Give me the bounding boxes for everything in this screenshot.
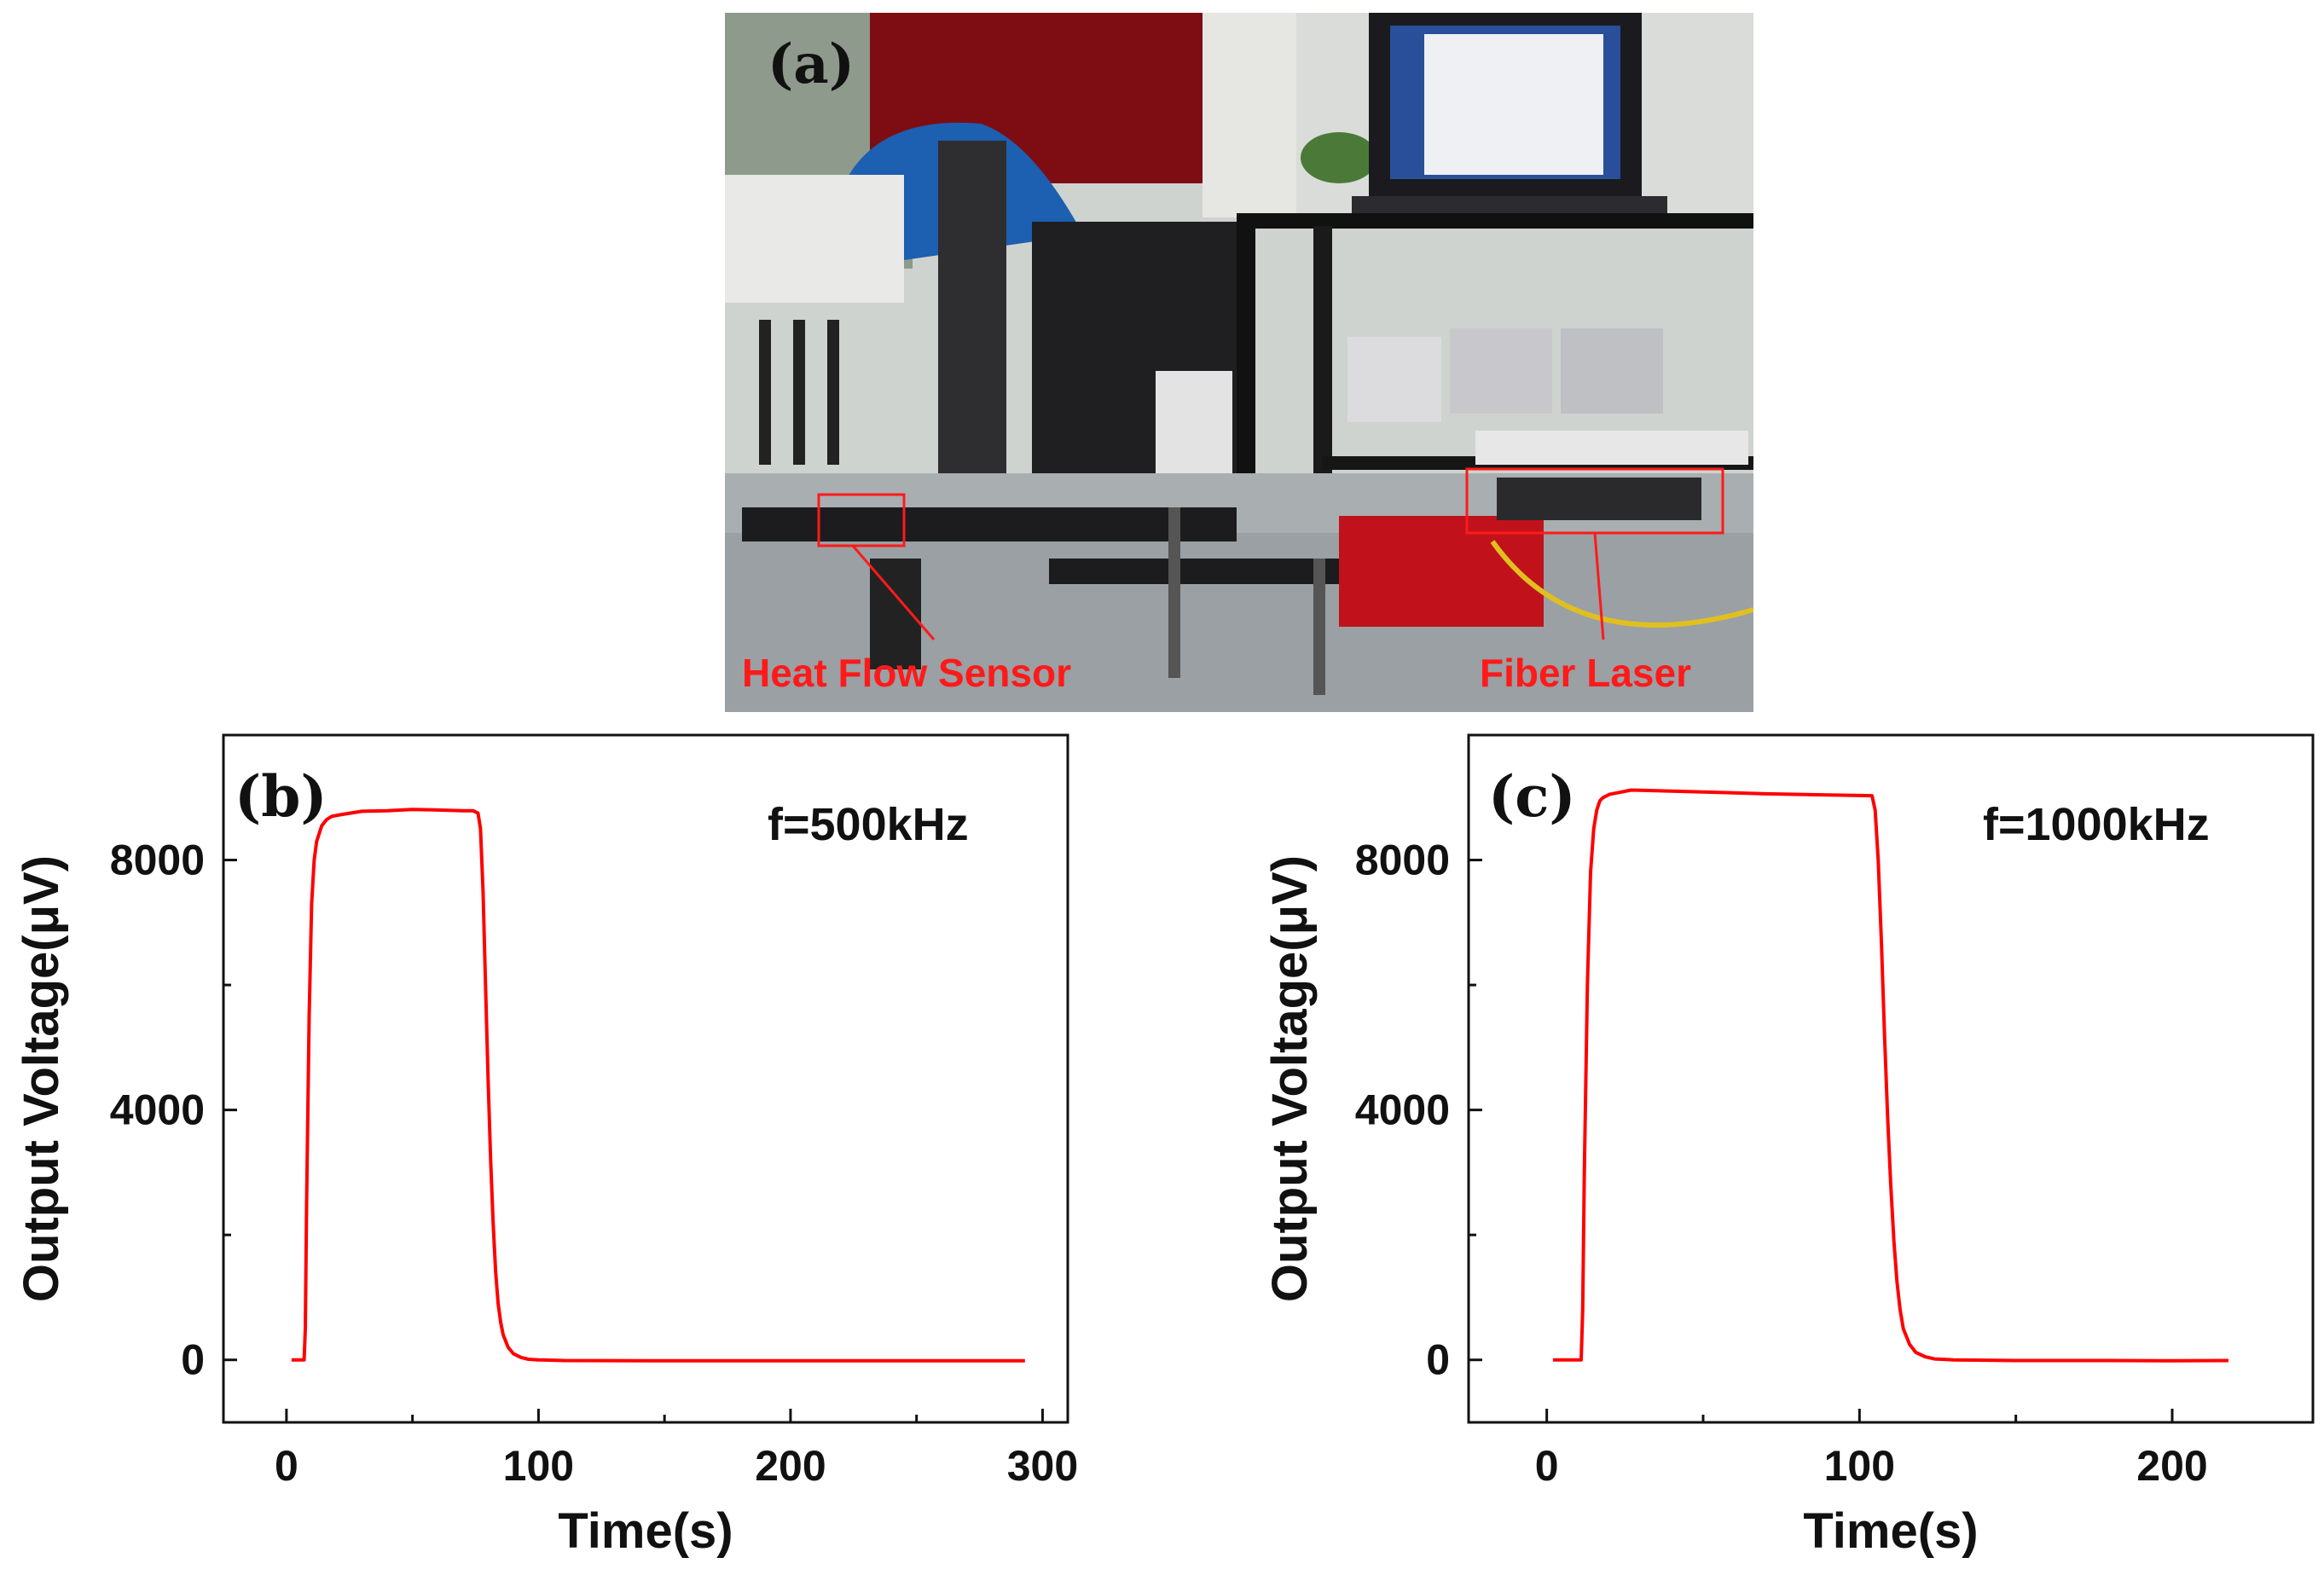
x-tick-label: 100 (1824, 1442, 1895, 1490)
rack-top (1237, 213, 1753, 229)
y-tick-label: 4000 (110, 1086, 205, 1134)
panel-label-a: (a) (768, 32, 855, 96)
plot-frame (1467, 733, 2315, 1424)
y-tick-label: 0 (181, 1336, 205, 1384)
instrument-left (725, 175, 904, 303)
laser-callout-line (1593, 532, 1605, 640)
post-2 (793, 320, 805, 465)
post-4 (1168, 507, 1180, 678)
y-tick-label: 4000 (1355, 1086, 1450, 1134)
red-case (1339, 516, 1544, 627)
panel-label: (c) (1488, 763, 1576, 830)
power-strip (1475, 431, 1748, 465)
y-axis-title: Output Voltage(μV) (1262, 855, 1318, 1302)
sensor-highlight-box (817, 493, 906, 547)
camera-box (1156, 371, 1232, 473)
x-tick-label: 0 (1535, 1442, 1559, 1490)
laptop-window (1424, 34, 1603, 175)
fiber-laser-label: Fiber Laser (1480, 651, 1691, 695)
device-3 (1561, 328, 1663, 414)
post-3 (827, 320, 839, 465)
voltage-series-line (291, 808, 1025, 1363)
rail-left (742, 507, 1237, 541)
y-tick-label: 8000 (1355, 837, 1450, 884)
frequency-annotation: f=1000kHz (1983, 799, 2210, 850)
y-axis-title: Output Voltage(μV) (14, 855, 69, 1302)
lab-setup-photo: (a) Heat Flow Sensor Fiber Laser (725, 13, 1753, 712)
y-tick-label: 0 (1426, 1336, 1450, 1384)
device-2 (1450, 328, 1552, 414)
chart-b: 0 100 200 300 0 4000 8000 Time(s) Output Voltage… (14, 733, 1078, 1559)
frequency-annotation: f=500kHz (768, 799, 969, 850)
sensor-callout-line (851, 545, 936, 640)
x-tick-label: 200 (755, 1442, 826, 1490)
y-tick-label: 8000 (110, 837, 205, 884)
vertical-stage (938, 141, 1006, 533)
x-tick-label: 200 (2136, 1442, 2207, 1490)
voltage-series-line (1553, 788, 2229, 1363)
laser-head (1497, 478, 1701, 520)
heat-flow-sensor-label: Heat Flow Sensor (742, 651, 1071, 695)
plot-frame (222, 733, 1069, 1424)
post-1 (759, 320, 771, 465)
air-conditioner (1203, 13, 1296, 217)
x-tick-label: 300 (1007, 1442, 1078, 1490)
device-1 (1347, 337, 1441, 422)
plant (1301, 132, 1377, 183)
x-axis-title: Time(s) (558, 1503, 733, 1559)
panel-label: (b) (235, 763, 327, 830)
x-axis-title: Time(s) (1803, 1503, 1978, 1559)
x-tick-label: 0 (275, 1442, 298, 1490)
chart-c: 0 100 200 0 4000 8000 Time(s) Output Voltage(μV… (1262, 733, 2315, 1559)
x-tick-label: 100 (503, 1442, 574, 1490)
post-5 (1313, 559, 1325, 695)
